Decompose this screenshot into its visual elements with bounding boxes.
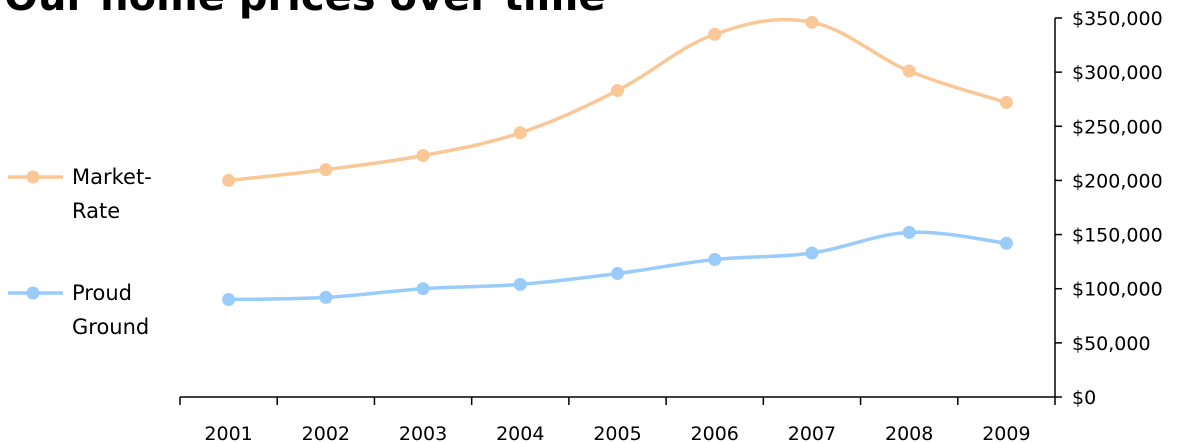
x-tick-label: 2005	[593, 423, 641, 443]
y-tick-label: $100,000	[1072, 279, 1163, 301]
data-point	[416, 149, 430, 163]
legend-label: Market-	[72, 165, 152, 189]
data-point	[999, 236, 1013, 250]
x-tick-label: 2002	[302, 423, 350, 443]
axes: 2001 2002 2003 2004 2005 2006 2007 2008 2009 $0 $5…	[179, 8, 1163, 443]
series-line-0	[228, 17, 1007, 183]
y-tick-label: $200,000	[1072, 170, 1163, 192]
legend: Market- Rate Proud Ground	[8, 165, 152, 339]
data-point	[416, 282, 430, 296]
data-point	[222, 173, 236, 187]
y-tick-label: $0	[1072, 387, 1096, 409]
y-tick-label: $250,000	[1072, 116, 1163, 138]
legend-label: Proud	[72, 281, 132, 305]
y-tick-label: $300,000	[1072, 62, 1163, 84]
y-tick-label: $50,000	[1072, 333, 1151, 355]
data-point	[513, 126, 527, 140]
y-tick-label: $350,000	[1072, 8, 1163, 30]
data-point	[999, 95, 1013, 109]
data-point	[611, 267, 624, 281]
data-point	[708, 252, 722, 266]
legend-label: Ground	[72, 315, 149, 339]
data-point	[708, 27, 722, 41]
data-point	[805, 15, 819, 29]
chart-title: Our home prices over time	[4, 0, 605, 20]
x-tick-label: 2006	[691, 423, 739, 443]
data-point	[319, 163, 333, 177]
series-line-1	[228, 230, 1007, 302]
data-point	[611, 84, 624, 98]
x-tick-label: 2004	[496, 423, 544, 443]
data-point	[319, 290, 333, 304]
data-point	[805, 246, 819, 260]
x-tick-label: 2003	[399, 423, 447, 443]
legend-label: Rate	[72, 199, 120, 223]
legend-marker	[26, 170, 40, 184]
data-point	[902, 64, 916, 78]
y-tick-label: $150,000	[1072, 225, 1163, 247]
data-point	[222, 293, 236, 307]
data-point	[513, 277, 527, 291]
x-tick-label: 2008	[885, 423, 933, 443]
legend-marker	[26, 286, 40, 300]
x-tick-label: 2007	[788, 423, 836, 443]
x-tick-label: 2001	[204, 423, 252, 443]
data-point	[902, 225, 916, 239]
series-layer	[222, 15, 1013, 307]
x-tick-label: 2009	[982, 423, 1030, 443]
